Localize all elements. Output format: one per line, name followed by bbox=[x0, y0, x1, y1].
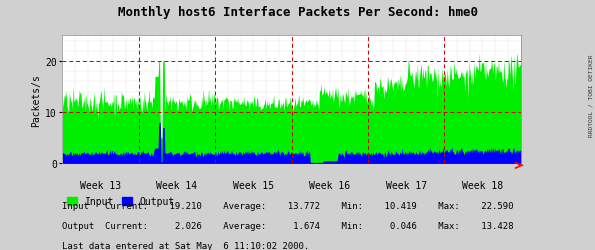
Text: Output  Current:     2.026    Average:     1.674    Min:     0.046    Max:    13: Output Current: 2.026 Average: 1.674 Min… bbox=[62, 221, 514, 230]
Text: Week 15: Week 15 bbox=[233, 180, 274, 190]
Text: Week 17: Week 17 bbox=[386, 180, 427, 190]
Text: Week 16: Week 16 bbox=[309, 180, 350, 190]
Text: Week 13: Week 13 bbox=[80, 180, 121, 190]
Text: Last data entered at Sat May  6 11:10:02 2000.: Last data entered at Sat May 6 11:10:02 … bbox=[62, 241, 310, 250]
Text: Monthly host6 Interface Packets Per Second: hme0: Monthly host6 Interface Packets Per Seco… bbox=[117, 6, 478, 19]
Y-axis label: Packets/s: Packets/s bbox=[31, 74, 41, 126]
Text: Input   Current:    19.210    Average:    13.772    Min:    10.419    Max:    22: Input Current: 19.210 Average: 13.772 Mi… bbox=[62, 201, 514, 210]
Legend: Input, Output: Input, Output bbox=[67, 197, 175, 206]
Text: Week 14: Week 14 bbox=[156, 180, 198, 190]
Text: RRDTOOL / TOBI OETIKER: RRDTOOL / TOBI OETIKER bbox=[588, 54, 593, 136]
Text: Week 18: Week 18 bbox=[462, 180, 503, 190]
